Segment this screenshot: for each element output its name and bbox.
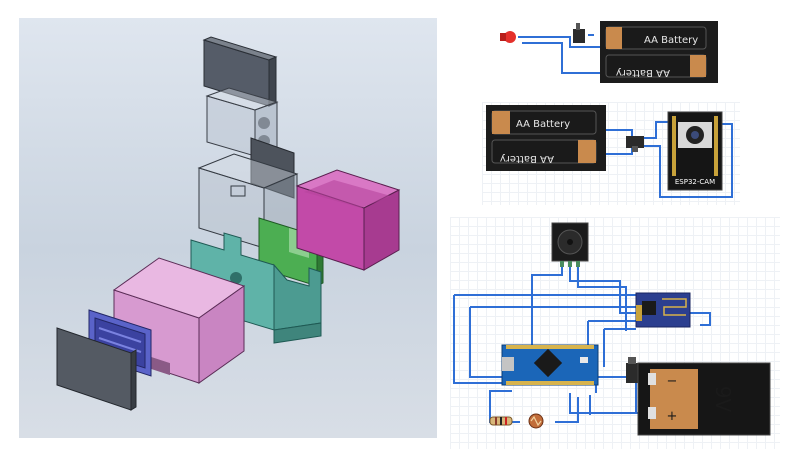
esp32-circuit-svg: AA Battery AA Battery ESP32-CAM xyxy=(486,105,733,198)
magenta-box xyxy=(295,169,401,271)
resistor-icon xyxy=(489,416,513,426)
battery-label-inverted: AA Battery xyxy=(616,67,670,78)
led-circuit-svg: AA Battery AA Battery xyxy=(500,21,718,83)
esp32-label: ESP32-CAM xyxy=(675,178,715,186)
esp01-wifi-module xyxy=(635,292,691,328)
photoresistor-icon xyxy=(528,413,544,429)
esp32-cam-circuit-diagram: AA Battery AA Battery ESP32-CAM xyxy=(482,102,740,205)
wires xyxy=(606,121,733,198)
pink-box xyxy=(112,257,246,384)
led-icon xyxy=(500,31,516,43)
top-lid xyxy=(202,36,278,107)
battery-plus-label: + xyxy=(667,409,678,424)
aa-battery-top: AA Battery xyxy=(491,110,597,135)
switch-icon xyxy=(573,23,585,43)
battery-minus-label: − xyxy=(667,374,678,389)
wires xyxy=(518,34,602,74)
aa-battery-top: AA Battery xyxy=(605,26,707,50)
led-circuit-diagram: AA Battery AA Battery xyxy=(490,15,738,90)
aa-battery-bottom: AA Battery xyxy=(605,54,707,78)
back-plate xyxy=(250,137,295,199)
arduino-nano-board xyxy=(501,344,599,386)
battery-label: AA Battery xyxy=(644,35,698,46)
arduino-circuit-svg: − + 9V xyxy=(453,222,771,436)
buzzer-icon xyxy=(551,222,589,267)
wires xyxy=(453,261,711,423)
cad-drawing xyxy=(56,36,401,411)
front-plate xyxy=(56,327,137,411)
switch-icon xyxy=(626,357,638,383)
aa-battery-bottom: AA Battery xyxy=(491,139,597,164)
switch-icon xyxy=(626,136,644,152)
battery-label-inverted: AA Battery xyxy=(500,153,554,164)
battery-label: AA Battery xyxy=(516,119,570,130)
nine-volt-battery: − + 9V xyxy=(637,362,771,436)
arduino-nano-circuit-diagram: − + 9V xyxy=(450,217,780,449)
battery-9v-label: 9V xyxy=(711,386,735,413)
cad-exploded-view xyxy=(19,18,437,438)
esp32-cam-board: ESP32-CAM xyxy=(667,111,723,191)
